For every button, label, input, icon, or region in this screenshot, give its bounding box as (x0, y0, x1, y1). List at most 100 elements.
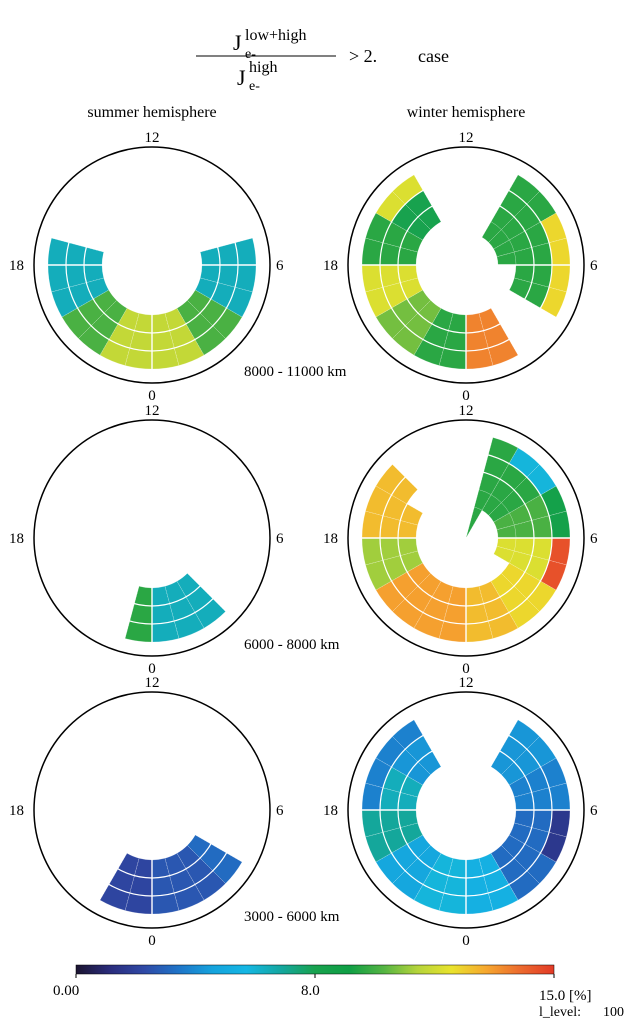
mlt-label-12: 12 (145, 130, 160, 146)
grid-spoke (365, 537, 467, 566)
grid-spoke (99, 174, 153, 266)
grid-spoke (151, 510, 253, 539)
sector-bin (129, 603, 153, 625)
dial-outline (347, 691, 585, 929)
grid-spoke (151, 809, 205, 901)
grid-spoke (465, 709, 494, 811)
grid-spoke (99, 719, 153, 811)
grid-spoke (151, 264, 243, 318)
mlt-label-12: 12 (145, 403, 160, 419)
grid-spoke (61, 809, 153, 863)
sector-bin (481, 221, 502, 243)
grid-spoke (465, 174, 519, 266)
mlt-label-18: 18 (9, 258, 24, 274)
denominator-superscript: high (249, 59, 277, 76)
grid-spoke (438, 264, 467, 366)
altitude-band-label: 8000 - 11000 km (244, 364, 347, 380)
grid-spoke (438, 437, 467, 539)
grid-spoke (465, 164, 494, 266)
grid-spoke (465, 264, 540, 339)
grid-spoke (151, 264, 226, 339)
grid-spoke (465, 264, 567, 293)
mlt-label-18: 18 (9, 531, 24, 547)
numerator-subscript: e- (245, 47, 256, 62)
grid-spoke (151, 264, 253, 293)
mlt-label-6: 6 (590, 803, 598, 819)
grid-spoke (151, 447, 205, 539)
mlt-label-18: 18 (323, 803, 338, 819)
altitude-band-label: 6000 - 8000 km (244, 637, 340, 653)
grid-spoke (124, 809, 153, 911)
sector-bin (496, 537, 517, 552)
grid-spoke (438, 164, 467, 266)
grid-spoke (465, 237, 567, 266)
mlt-label-6: 6 (276, 803, 284, 819)
grid-spoke (392, 464, 467, 539)
grid-spoke (365, 510, 467, 539)
colorbar-level-label: l_level: (539, 1005, 581, 1020)
dial-outline (347, 419, 585, 657)
grid-spoke (61, 537, 153, 591)
grid-spoke (465, 719, 519, 811)
grid-spoke (392, 191, 467, 266)
grid-spoke (151, 464, 226, 539)
grid-spoke (465, 736, 540, 811)
grid-spoke (124, 264, 153, 366)
grid-spoke (413, 174, 467, 266)
grid-spoke (365, 237, 467, 266)
grid-spoke (151, 809, 253, 838)
grid-spoke (413, 809, 467, 901)
grid-spoke (392, 736, 467, 811)
grid-spoke (124, 437, 153, 539)
mlt-label-6: 6 (276, 531, 284, 547)
sector-bin (134, 585, 153, 607)
grid-spoke (61, 757, 153, 811)
dial-outline (33, 146, 271, 384)
polar-panel-4: 12 0 18 6 (323, 403, 598, 677)
mlt-label-6: 6 (590, 531, 598, 547)
grid-spoke (124, 709, 153, 811)
grid-spoke (465, 809, 557, 863)
dial-outline (347, 146, 585, 384)
sector-bin (83, 247, 105, 266)
grid-spoke (465, 537, 540, 612)
mlt-label-18: 18 (9, 803, 24, 819)
grid-spoke (151, 709, 180, 811)
grid-spoke (438, 709, 467, 811)
grid-spoke (465, 485, 557, 539)
grid-spoke (365, 264, 467, 293)
grid-spoke (438, 809, 467, 911)
case-label: case (418, 46, 449, 66)
grid-spoke (465, 782, 567, 811)
grid-spoke (51, 782, 153, 811)
mlt-label-0: 0 (462, 933, 470, 949)
denominator-subscript: e- (249, 79, 260, 94)
grid-spoke (61, 212, 153, 266)
grid-spoke (465, 809, 567, 838)
grid-spoke (51, 809, 153, 838)
sector-2 (508, 809, 571, 863)
colorbar: 0.00 8.0 15.0 [%] l_level: 100 (53, 964, 624, 1020)
grid-spoke (413, 447, 467, 539)
mlt-label-12: 12 (145, 675, 160, 691)
denominator-symbol: J (237, 65, 246, 90)
grid-spoke (465, 809, 519, 901)
grid-spoke (99, 447, 153, 539)
grid-spoke (151, 164, 180, 266)
grid-spoke (413, 719, 467, 811)
colorbar-mid-label: 8.0 (301, 983, 320, 999)
grid-spoke (413, 537, 467, 629)
grid-spoke (465, 464, 540, 539)
grid-spoke (151, 782, 253, 811)
sector-bin (488, 502, 510, 523)
grid-spoke (78, 264, 153, 339)
condition-text: > 2. (349, 46, 377, 66)
grid-spoke (465, 447, 519, 539)
grid-spoke (151, 485, 243, 539)
sector-7 (199, 237, 257, 266)
sector-8 (465, 437, 519, 539)
numerator-symbol: J (233, 30, 242, 55)
grid-spoke (51, 537, 153, 566)
grid-spoke (465, 757, 557, 811)
